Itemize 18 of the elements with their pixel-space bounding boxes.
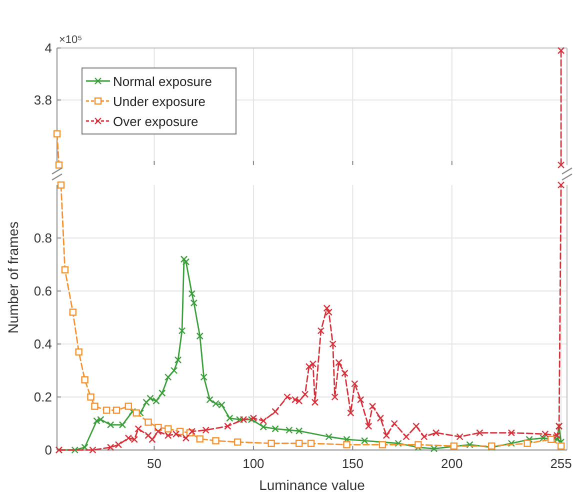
text: ×10⁵ <box>59 34 82 46</box>
y-tick-label: 0.2 <box>34 390 52 404</box>
y-tick-label: 4 <box>44 40 52 56</box>
y-tick-label: 0 <box>44 442 52 458</box>
x-tick-label: 150 <box>342 456 364 471</box>
legend-label: Normal exposure <box>113 74 212 89</box>
x-axis-title: Luminance value <box>259 477 366 493</box>
y-tick-label: 0.8 <box>34 230 52 246</box>
y-tick-label: 3.8 <box>34 92 52 108</box>
x-tick-label: 100 <box>242 456 264 471</box>
y-tick-label: 0.6 <box>34 284 52 298</box>
y-axis-title: Number of frames <box>5 221 21 334</box>
legend-label: Over exposure <box>113 114 198 129</box>
x-tick-label: 255 <box>550 456 572 471</box>
x-tick-label: 200 <box>441 456 463 471</box>
x-tick-label: 50 <box>147 456 162 471</box>
y-tick-label: 0.4 <box>34 336 52 352</box>
legend-label: Under exposure <box>113 94 206 109</box>
